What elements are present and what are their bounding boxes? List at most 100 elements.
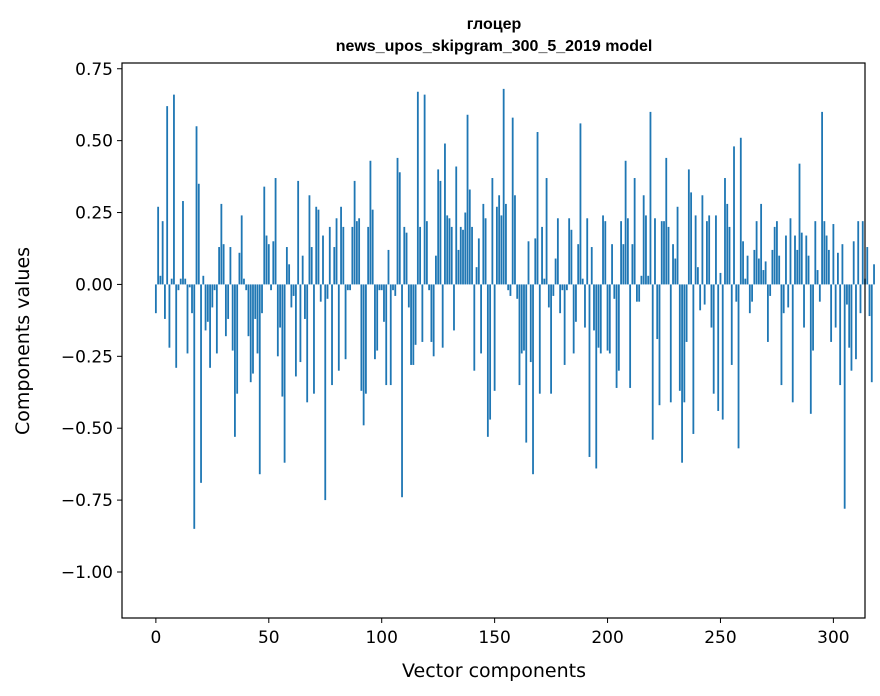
bar <box>412 284 415 365</box>
bar <box>224 284 227 337</box>
bar <box>683 284 686 403</box>
x-tick-label: 250 <box>704 628 736 648</box>
bar <box>866 247 869 285</box>
bar <box>360 284 363 391</box>
bar <box>346 284 349 291</box>
bar <box>737 284 740 449</box>
bar <box>355 221 358 285</box>
y-tick-label: 0.25 <box>75 204 113 224</box>
bar <box>674 258 677 285</box>
bar <box>617 284 620 371</box>
bar <box>798 163 801 285</box>
bar <box>423 94 426 285</box>
bar <box>694 215 697 285</box>
bar <box>577 244 580 285</box>
bar <box>586 218 589 285</box>
bar <box>265 235 268 285</box>
x-tick-label: 150 <box>478 628 510 648</box>
bar <box>753 249 756 285</box>
bar <box>852 241 855 285</box>
bar <box>394 284 397 296</box>
bar <box>780 284 783 386</box>
bar <box>762 270 765 285</box>
bar <box>222 244 225 285</box>
bar <box>823 221 826 285</box>
bar <box>170 278 173 285</box>
bar <box>581 278 584 285</box>
bar <box>484 218 487 285</box>
bar <box>855 284 857 360</box>
bar <box>518 284 521 386</box>
bar <box>414 284 417 345</box>
bar <box>685 284 688 342</box>
bar <box>778 255 781 285</box>
bar <box>597 284 600 348</box>
bar <box>527 241 530 285</box>
bar <box>534 238 537 285</box>
bar <box>656 284 659 340</box>
bar <box>604 221 607 285</box>
bar <box>708 215 711 285</box>
bar <box>376 284 379 351</box>
bar <box>274 178 277 285</box>
x-tick-label: 300 <box>817 628 849 648</box>
bar <box>520 284 523 354</box>
bar <box>846 284 848 305</box>
bar <box>796 249 799 285</box>
bar <box>735 284 738 302</box>
x-axis-ticks: 0 50 100 150 200 250 300 <box>150 618 850 648</box>
bar <box>159 275 162 285</box>
bar <box>416 91 419 285</box>
bar <box>554 258 557 285</box>
bar <box>809 284 812 414</box>
bar <box>378 284 381 291</box>
bar <box>636 284 638 302</box>
bar <box>545 178 548 285</box>
bar <box>495 206 498 285</box>
bar <box>236 284 239 394</box>
bar <box>739 137 742 285</box>
bar <box>776 221 778 285</box>
bar <box>760 203 763 285</box>
bar <box>588 284 591 457</box>
y-tick-label: −0.25 <box>61 347 113 367</box>
bar <box>292 284 295 296</box>
bar <box>794 235 796 285</box>
bar <box>843 284 846 509</box>
bar <box>471 226 473 285</box>
bar <box>827 249 830 285</box>
bar <box>611 244 613 285</box>
bar <box>328 226 331 285</box>
x-tick-label: 100 <box>365 628 397 648</box>
bar <box>385 284 388 386</box>
x-tick-label: 0 <box>150 628 161 648</box>
bar <box>157 206 160 285</box>
bar <box>789 218 792 285</box>
bar <box>218 247 221 285</box>
bar <box>457 249 460 285</box>
bar <box>371 209 374 285</box>
x-tick-label: 200 <box>591 628 623 648</box>
bar <box>331 284 333 386</box>
bar <box>532 284 534 475</box>
bar <box>164 284 166 319</box>
bar <box>179 278 182 285</box>
y-axis-label: Components values <box>12 247 34 435</box>
chart-title-line2: news_upos_skipgram_300_5_2019 model <box>336 38 653 55</box>
bar <box>480 284 482 354</box>
bar <box>227 284 230 319</box>
bar <box>620 221 622 285</box>
bar <box>629 284 632 388</box>
bar <box>724 178 726 285</box>
bar <box>435 255 437 285</box>
bar <box>850 284 853 371</box>
bar <box>687 169 690 285</box>
bar <box>197 183 200 285</box>
bar <box>301 255 304 285</box>
bar <box>839 284 842 386</box>
bar <box>392 284 394 291</box>
bar <box>593 284 595 331</box>
bar <box>475 267 478 285</box>
bar <box>590 247 593 285</box>
bar <box>455 166 458 285</box>
